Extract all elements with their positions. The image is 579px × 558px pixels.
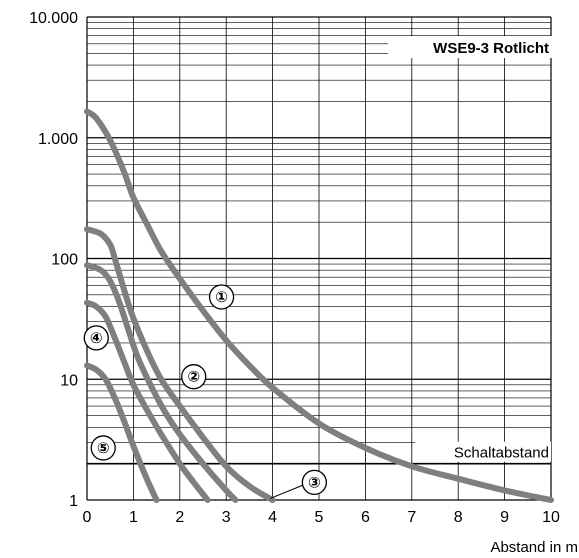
curve-3-leader-line	[270, 484, 303, 499]
x-tick-label: 8	[454, 509, 463, 526]
curve-marker-circle	[301, 469, 328, 496]
curve-marker: ②	[187, 368, 200, 386]
x-tick-label: 2	[175, 509, 184, 526]
threshold-label-background	[415, 441, 551, 462]
curve-1	[84, 108, 554, 503]
x-tick-label: 0	[83, 509, 92, 526]
curve-5	[84, 362, 160, 503]
y-tick-label: 1	[69, 493, 78, 510]
x-tick-label: 6	[361, 509, 370, 526]
y-tick-label: 100	[51, 252, 78, 269]
curve-layer	[84, 108, 554, 503]
threshold-label: Schaltabstand	[454, 445, 549, 462]
x-tick-label: 3	[222, 509, 231, 526]
chart-title-background	[388, 36, 552, 58]
curve-3	[84, 262, 239, 503]
curve-marker: ④	[90, 329, 103, 347]
curve-marker-circle	[181, 364, 207, 390]
annotation-layer: ① ② ③ ④ ⑤	[83, 284, 328, 499]
y-tick-label: 10	[60, 372, 78, 389]
curve-2	[84, 226, 276, 503]
y-tick-label: 10.000	[29, 10, 78, 27]
curve-marker-circle	[208, 284, 235, 310]
threshold-layer: Schaltabstand	[87, 441, 551, 465]
x-tick-label: 7	[407, 509, 416, 526]
x-tick-label: 1	[129, 509, 138, 526]
x-tick-label: 4	[268, 509, 277, 526]
curve-marker: ③	[308, 473, 321, 491]
chart-title: WSE9-3 Rotlicht	[433, 40, 549, 57]
x-axis-label: Abstand in m	[490, 539, 578, 556]
x-tick-label: 9	[500, 509, 509, 526]
curve-4	[84, 299, 211, 503]
x-tick-label: 5	[315, 509, 324, 526]
curve-marker-circle	[90, 435, 116, 461]
curve-marker: ⑤	[97, 439, 110, 457]
curve-marker: ①	[215, 288, 228, 306]
title-layer: WSE9-3 Rotlicht	[388, 36, 552, 58]
curve-marker-circle	[83, 325, 109, 351]
x-tick-label: 10	[542, 509, 560, 526]
y-tick-label: 1.000	[38, 131, 78, 148]
